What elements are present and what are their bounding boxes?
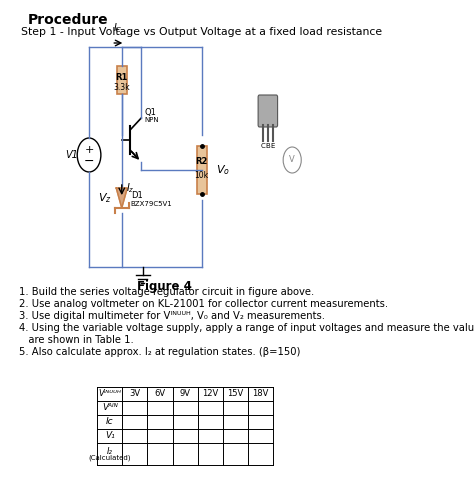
Text: BZX79C5V1: BZX79C5V1 [131,201,173,207]
Text: 10k: 10k [195,170,209,180]
Text: Iᴄ: Iᴄ [106,417,114,427]
Text: 18V: 18V [252,390,268,398]
Text: 9V: 9V [180,390,191,398]
Text: V: V [289,155,295,164]
FancyBboxPatch shape [197,146,207,194]
Text: Vᴬᴵᴺ: Vᴬᴵᴺ [102,403,118,412]
Text: −: − [84,154,94,167]
Text: Step 1 - Input Voltage vs Output Voltage at a fixed load resistance: Step 1 - Input Voltage vs Output Voltage… [21,27,382,37]
Text: 15V: 15V [227,390,243,398]
Text: 5. Also calculate approx. I₂ at regulation states. (β=150): 5. Also calculate approx. I₂ at regulati… [19,347,301,357]
Text: D1: D1 [131,192,143,200]
Text: Vᴵᴺᵁᵁᴴ: Vᴵᴺᵁᵁᴴ [99,390,121,398]
Text: V1: V1 [65,150,78,160]
Text: (Calculated): (Calculated) [89,455,131,461]
Text: $I_z$: $I_z$ [126,181,135,195]
Text: $V_o$: $V_o$ [216,163,230,177]
Text: Procedure: Procedure [28,13,109,27]
Text: Figure 4: Figure 4 [137,280,192,293]
Polygon shape [116,188,128,208]
Text: 1. Build the series voltage regulator circuit in figure above.: 1. Build the series voltage regulator ci… [19,287,315,297]
Text: Q1: Q1 [144,107,156,116]
Text: +: + [84,145,94,155]
Text: C: C [261,143,265,149]
Text: 3.3k: 3.3k [113,83,130,92]
Text: $V_z$: $V_z$ [98,191,112,205]
Text: 4. Using the variable voltage supply, apply a range of input voltages and measur: 4. Using the variable voltage supply, ap… [19,323,474,333]
Text: 3V: 3V [129,390,140,398]
FancyBboxPatch shape [258,95,278,127]
Text: 3. Use digital multimeter for Vᴵᴺᵁᵁᴴ, V₀ and V₂ measurements.: 3. Use digital multimeter for Vᴵᴺᵁᵁᴴ, V₀… [19,311,326,321]
Text: I₂: I₂ [107,446,113,456]
Text: 6V: 6V [155,390,165,398]
Text: 12V: 12V [202,390,218,398]
Text: R1: R1 [116,72,128,82]
Text: 2. Use analog voltmeter on KL-21001 for collector current measurements.: 2. Use analog voltmeter on KL-21001 for … [19,299,389,309]
Text: NPN: NPN [144,117,159,123]
Text: V₁: V₁ [105,432,115,441]
Text: $I_C$: $I_C$ [113,21,123,35]
Text: B: B [265,143,270,149]
FancyBboxPatch shape [117,66,127,94]
Text: are shown in Table 1.: are shown in Table 1. [19,335,134,345]
Text: E: E [271,143,275,149]
Text: R2: R2 [196,157,208,166]
